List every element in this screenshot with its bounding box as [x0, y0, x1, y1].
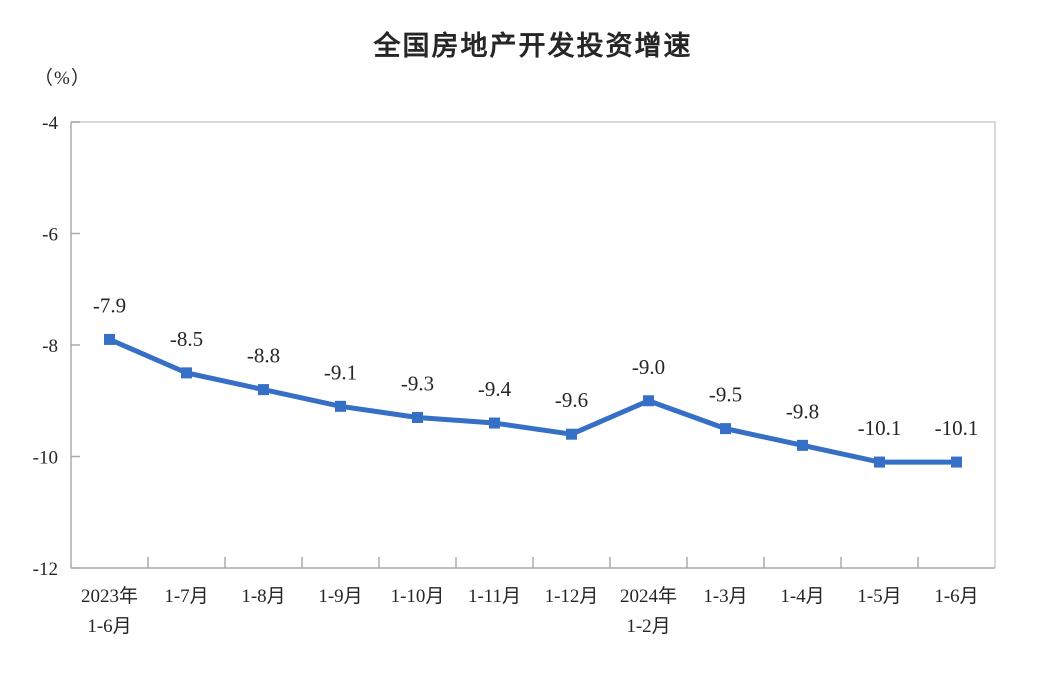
data-point-label: -9.6: [555, 388, 588, 412]
data-point-label: -10.1: [858, 416, 902, 440]
data-point-marker: [335, 400, 346, 412]
data-point-marker: [489, 417, 500, 429]
data-point-marker: [104, 333, 115, 345]
x-axis-category-label: 1-12月: [545, 586, 599, 607]
data-point-marker: [258, 384, 269, 396]
x-axis-category-label: 1-2月: [626, 616, 670, 637]
x-axis-category-label: 1-7月: [164, 586, 208, 607]
data-point-marker: [566, 428, 577, 440]
data-point-marker: [874, 456, 885, 468]
x-axis-category-label: 1-10月: [391, 586, 445, 607]
data-point-label: -7.9: [93, 293, 126, 317]
x-axis-category-label: 1-3月: [703, 586, 747, 607]
x-axis-category-label: 1-6月: [934, 586, 978, 607]
data-point-marker: [643, 395, 654, 407]
investment-growth-line: [108, 337, 957, 465]
data-point-label: -9.5: [709, 383, 742, 407]
data-point-marker: [797, 439, 808, 451]
x-axis-category-label: 2024年: [620, 585, 677, 607]
data-point-label: -8.5: [170, 327, 203, 351]
data-point-label: -8.8: [247, 344, 280, 368]
y-axis-tick-label: -8: [42, 336, 58, 357]
y-axis-tick-label: -4: [42, 113, 58, 134]
y-axis-tick-label: -6: [42, 225, 58, 246]
data-point-label: -9.3: [401, 371, 434, 395]
y-axis-tick-label: -10: [33, 448, 58, 469]
data-point-marker: [720, 423, 731, 435]
data-point-marker: [181, 367, 192, 379]
data-point-label: -9.4: [478, 377, 512, 401]
data-point-marker: [951, 456, 962, 468]
y-axis-tick-label: -12: [33, 559, 58, 580]
y-axis-unit-label: （%）: [34, 68, 91, 89]
data-point-marker: [412, 411, 423, 423]
data-point-label: -9.1: [324, 360, 357, 384]
data-point-label: -10.1: [935, 416, 979, 440]
x-axis-category-label: 1-5月: [857, 586, 901, 607]
x-axis-category-label: 2023年: [81, 585, 138, 607]
x-axis-category-label: 1-8月: [241, 586, 285, 607]
x-axis-category-label: 1-4月: [780, 586, 824, 607]
x-axis-category-label: 1-9月: [318, 586, 362, 607]
x-axis-category-label: 1-6月: [87, 616, 131, 637]
data-point-label: -9.0: [632, 355, 665, 379]
chart-title: 全国房地产开发投资增速: [373, 31, 693, 61]
plot-border: [71, 121, 996, 568]
data-point-label: -9.8: [786, 399, 819, 423]
x-axis-category-label: 1-11月: [468, 586, 521, 607]
